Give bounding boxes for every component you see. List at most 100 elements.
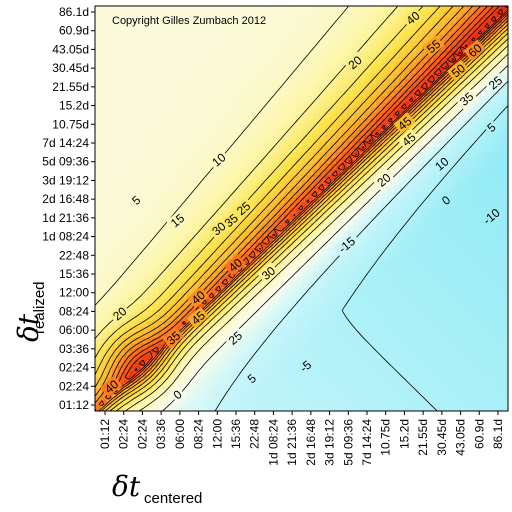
heat-cell: [387, 152, 394, 159]
heat-cell: [244, 101, 251, 108]
heat-cell: [421, 382, 429, 390]
heat-cell: [421, 270, 429, 277]
heat-cell: [358, 343, 366, 350]
heat-cell: [450, 219, 457, 226]
heat-cell: [123, 247, 131, 255]
heat-cell: [255, 169, 262, 176]
heat-cell: [376, 371, 383, 378]
heat-cell: [370, 90, 377, 97]
heat-cell: [427, 152, 435, 159]
heat-cell: [399, 62, 406, 69]
heat-cell: [146, 247, 153, 255]
heat-cell: [284, 354, 291, 361]
heat-cell: [364, 202, 371, 210]
heat-cell: [221, 191, 228, 198]
heat-cell: [135, 141, 142, 148]
heat-cell: [416, 354, 423, 361]
heat-cell: [347, 45, 354, 52]
heat-cell: [95, 315, 102, 322]
heat-cell: [152, 6, 159, 13]
heat-cell: [272, 247, 280, 255]
heat-cell: [364, 22, 371, 30]
heat-cell: [381, 276, 389, 283]
heat-cell: [255, 28, 262, 35]
heat-cell: [307, 152, 314, 159]
heat-cell: [169, 242, 176, 249]
heat-cell: [226, 326, 234, 333]
heat-cell: [358, 366, 366, 373]
heat-cell: [416, 62, 423, 69]
heat-cell: [427, 157, 435, 165]
heat-cell: [387, 343, 394, 350]
heat-cell: [370, 174, 377, 181]
heat-cell: [249, 17, 257, 24]
heat-cell: [421, 180, 429, 187]
heat-cell: [186, 202, 194, 210]
heat-cell: [462, 366, 469, 373]
heat-cell: [341, 231, 348, 238]
heat-cell: [209, 253, 217, 260]
heat-cell: [163, 22, 171, 30]
heat-cell: [284, 214, 291, 221]
heat-cell: [261, 186, 268, 193]
heat-cell: [307, 214, 314, 221]
heat-cell: [462, 141, 469, 148]
heat-cell: [163, 247, 171, 255]
heat-cell: [393, 315, 400, 322]
heat-cell: [439, 276, 446, 283]
heat-cell: [479, 298, 486, 305]
heat-cell: [427, 186, 435, 193]
heat-cell: [169, 281, 176, 288]
heat-cell: [272, 73, 280, 80]
heat-cell: [444, 56, 452, 63]
heat-cell: [479, 202, 486, 210]
heat-cell: [324, 202, 331, 210]
heat-cell: [341, 292, 348, 300]
heat-cell: [307, 315, 314, 322]
heat-cell: [181, 107, 188, 114]
heat-cell: [95, 141, 102, 148]
heat-cell: [129, 174, 136, 181]
heat-cell: [485, 180, 492, 187]
heat-cell: [404, 394, 412, 401]
heat-cell: [244, 56, 251, 63]
heat-cell: [135, 287, 142, 294]
heat-cell: [467, 360, 475, 367]
heat-cell: [181, 129, 188, 136]
heat-cell: [439, 349, 446, 356]
heat-cell: [490, 152, 498, 159]
heat-cell: [410, 326, 417, 333]
heat-cell: [169, 231, 176, 238]
heat-cell: [123, 214, 131, 221]
heat-cell: [330, 45, 337, 52]
heat-cell: [473, 292, 480, 300]
heat-cell: [370, 202, 377, 210]
heat-cell: [312, 84, 320, 91]
heat-cell: [249, 11, 257, 18]
heat-cell: [198, 276, 205, 283]
heat-cell: [347, 11, 354, 18]
heat-cell: [301, 281, 308, 288]
heat-cell: [312, 349, 320, 356]
heat-cell: [152, 405, 159, 411]
heat-cell: [278, 321, 285, 328]
heat-cell: [467, 309, 475, 316]
heat-cell: [307, 157, 314, 165]
heat-cell: [129, 354, 136, 361]
heat-cell: [100, 62, 108, 69]
heat-cell: [399, 219, 406, 226]
heat-cell: [290, 197, 297, 204]
heat-cell: [467, 298, 475, 305]
heat-cell: [444, 354, 452, 361]
heat-cell: [100, 202, 108, 210]
heat-cell: [203, 191, 211, 198]
heat-cell: [232, 6, 240, 13]
heat-cell: [181, 225, 188, 232]
heat-cell: [163, 107, 171, 114]
heat-cell: [450, 101, 457, 108]
heat-cell: [290, 343, 297, 350]
heat-cell: [393, 186, 400, 193]
heat-cell: [410, 90, 417, 97]
heat-cell: [112, 242, 119, 249]
heat-cell: [106, 84, 113, 91]
